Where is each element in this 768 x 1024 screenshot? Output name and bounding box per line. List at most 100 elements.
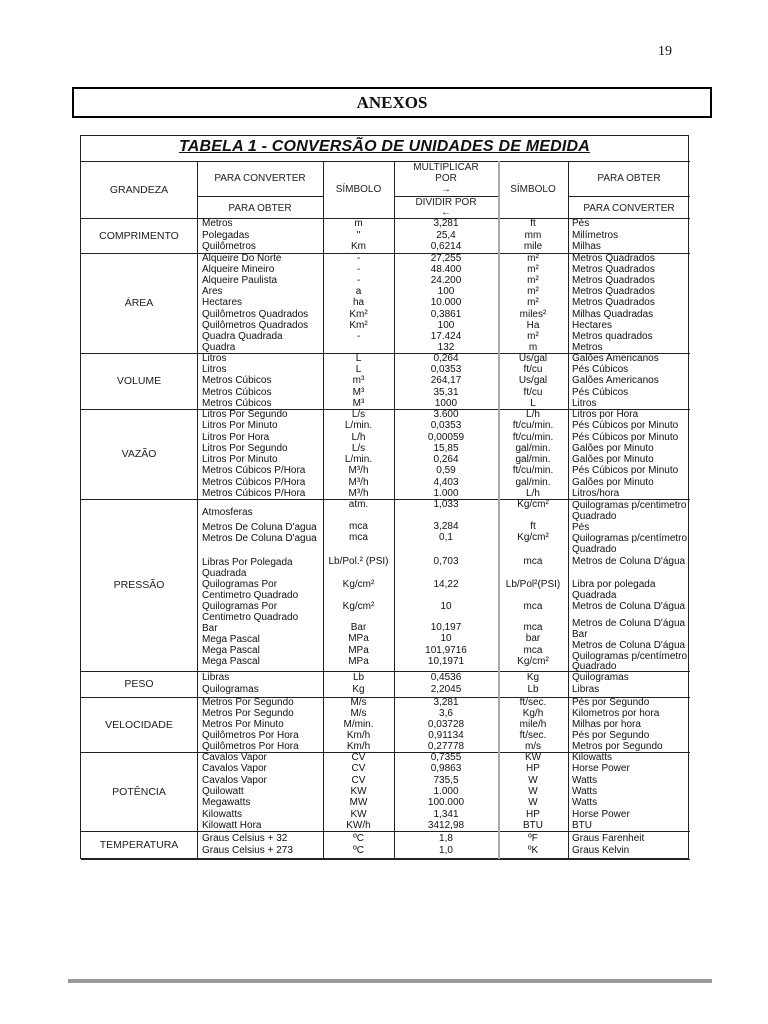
cell-para-converter: Cavalos Vapor	[202, 752, 267, 763]
cell-para-converter: Kilowatt Hora	[202, 819, 262, 831]
row-divider	[81, 671, 690, 672]
cell-para-converter: Cavalos Vapor	[202, 763, 267, 775]
cell-fator: 100	[437, 286, 455, 298]
row-divider	[81, 253, 690, 254]
header-arrow-right-icon: →	[441, 184, 451, 195]
column-divider	[394, 161, 395, 859]
cell-para-obter: Metros Quadrados	[572, 286, 655, 298]
cell-simbolo-origem: MW	[349, 797, 368, 809]
cell-para-converter: Quilômetros	[202, 241, 256, 253]
cell-fator: 14,22	[433, 579, 459, 590]
cell-simbolo-destino: m²	[527, 264, 539, 276]
cell-para-obter: Metros por Segundo	[572, 741, 663, 752]
cell-simbolo-destino: Kg/cm²	[517, 656, 549, 667]
cell-fator: 1,8	[439, 833, 453, 844]
cell-simbolo-origem: L	[355, 364, 362, 376]
cell-para-converter: Quilogramas	[202, 684, 259, 695]
cell-simbolo-origem: ºC	[353, 833, 364, 844]
header-grandeza: GRANDEZA	[109, 183, 169, 196]
cell-para-obter: BTU	[572, 819, 592, 831]
cell-fator: 0,91134	[428, 730, 464, 741]
header-simbolo-2: SÍMBOLO	[510, 184, 556, 195]
cell-fator: 17.424	[430, 330, 462, 342]
cell-fator: 0,27778	[427, 741, 465, 752]
cell-simbolo-destino: Us/gal	[518, 375, 548, 387]
cell-para-converter: Quilômetros Por Hora	[202, 741, 299, 752]
cell-para-converter: Hectares	[202, 297, 243, 309]
cell-para-obter: Pés	[572, 522, 590, 533]
cell-fator: 0,264	[433, 353, 459, 364]
cell-fator: 0,4536	[430, 672, 462, 683]
cell-para-converter: Litros Por Minuto	[202, 420, 278, 432]
cell-para-obter: Galões Americanos	[572, 353, 659, 364]
cell-para-obter: Quadrado	[572, 661, 617, 672]
cell-simbolo-origem: MPa	[348, 645, 369, 656]
cell-fator: 10,1971	[427, 656, 465, 667]
cell-fator: 27,255	[430, 253, 462, 265]
cell-simbolo-destino: Kg/cm²	[517, 532, 549, 543]
cell-simbolo-origem: ha	[352, 297, 365, 309]
grandeza-label: ÁREA	[124, 297, 154, 309]
cell-simbolo-origem: M³	[352, 397, 365, 409]
cell-para-converter: Quadra Quadrada	[202, 330, 283, 342]
cell-simbolo-origem: Lb/Pol.² (PSI)	[328, 556, 389, 567]
cell-fator: 0,0353	[430, 420, 462, 432]
cell-para-converter: Bar	[202, 623, 218, 634]
cell-simbolo-origem: Km/h	[346, 730, 371, 741]
cell-para-converter: Metros	[202, 218, 233, 230]
cell-fator: 25,4	[436, 229, 456, 241]
cell-para-converter: Centimetro Quadrado	[202, 612, 299, 623]
cell-para-converter: Alqueire Mineiro	[202, 264, 275, 276]
cell-para-obter: Milímetros	[572, 229, 619, 241]
cell-para-obter: Watts	[572, 785, 598, 797]
cell-simbolo-destino: L/h	[526, 487, 540, 499]
cell-simbolo-origem: MPa	[348, 656, 369, 667]
cell-fator: 264,17	[430, 375, 462, 387]
cell-simbolo-origem: mca	[349, 532, 368, 543]
cell-para-obter: Libras	[572, 684, 600, 695]
cell-simbolo-origem: M/s	[350, 697, 367, 708]
cell-fator: 100.000	[427, 797, 465, 809]
column-divider	[197, 161, 198, 859]
column-divider	[498, 161, 500, 859]
cell-simbolo-destino: HP	[526, 808, 540, 820]
cell-para-obter: Watts	[572, 797, 598, 809]
cell-simbolo-origem: CV	[351, 774, 366, 786]
cell-simbolo-destino: ft/cu/min.	[512, 465, 554, 477]
cell-fator: 0,9863	[430, 763, 462, 775]
cell-simbolo-destino: BTU	[523, 819, 543, 831]
cell-para-obter: Galões por Minuto	[572, 442, 654, 454]
cell-fator: 1,0	[439, 845, 453, 856]
cell-simbolo-destino: KW	[524, 752, 542, 763]
cell-simbolo-origem: m	[354, 218, 363, 230]
cell-simbolo-origem: -	[356, 264, 361, 276]
cell-para-obter: Horse Power	[572, 763, 630, 775]
cell-para-obter: Libra por polegada	[572, 579, 656, 590]
cell-simbolo-origem: Km	[351, 241, 366, 253]
cell-fator: 1.000	[433, 487, 459, 499]
cell-para-obter: Bar	[572, 629, 588, 640]
cell-simbolo-origem: M/s	[350, 708, 367, 719]
grandeza-label: PESO	[124, 678, 154, 690]
cell-para-obter: Galões Americanos	[572, 375, 659, 387]
cell-simbolo-destino: mca	[523, 556, 543, 567]
cell-simbolo-origem: Bar	[350, 622, 367, 633]
cell-simbolo-origem: KW/h	[346, 819, 371, 831]
cell-fator: 4,403	[433, 476, 459, 488]
cell-fator: 0,6214	[430, 241, 462, 253]
cell-para-obter: Horse Power	[572, 808, 630, 820]
cell-simbolo-destino: m²	[527, 253, 539, 265]
cell-simbolo-origem: Kg	[352, 684, 365, 695]
cell-simbolo-destino: mca	[523, 645, 543, 656]
cell-para-converter: Litros	[202, 364, 227, 376]
cell-simbolo-destino: mca	[523, 601, 543, 612]
cell-simbolo-destino: L/h	[526, 409, 540, 420]
cell-simbolo-origem: L/min.	[344, 454, 373, 465]
cell-para-converter: Quilômetros Quadrados	[202, 319, 309, 331]
cell-fator: 10	[440, 633, 452, 644]
cell-para-obter: Kilowatts	[572, 752, 613, 763]
cell-para-obter: Pés por Segundo	[572, 697, 650, 708]
cell-simbolo-origem: CV	[351, 763, 366, 775]
cell-para-converter: Mega Pascal	[202, 634, 260, 645]
cell-para-obter: Metros Quadrados	[572, 297, 655, 309]
